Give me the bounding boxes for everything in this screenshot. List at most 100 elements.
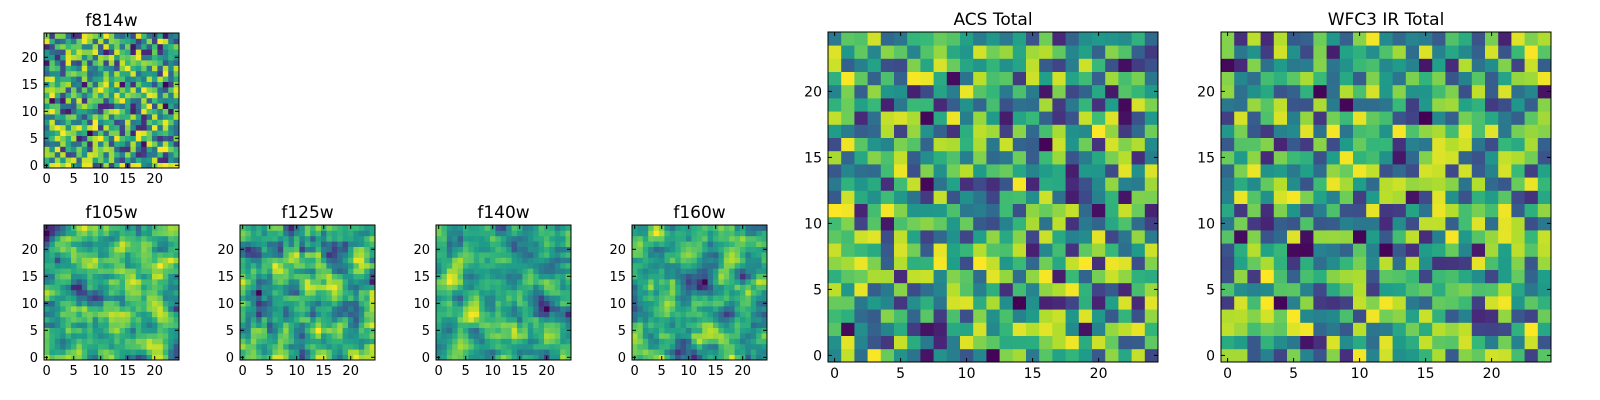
heatmap-cell <box>723 322 730 328</box>
heatmap-cell <box>1105 309 1119 323</box>
heatmap-cell <box>87 33 93 39</box>
heatmap-cell <box>76 87 83 93</box>
heatmap-cell <box>999 230 1014 244</box>
heatmap-cell <box>1131 164 1146 178</box>
heatmap-cell <box>457 311 464 318</box>
heatmap-cell <box>108 33 115 39</box>
heatmap-cell <box>1339 256 1354 270</box>
heatmap-cell <box>1432 203 1446 218</box>
heatmap-cell <box>740 252 746 258</box>
heatmap-cell <box>1392 296 1407 310</box>
heatmap-cell <box>103 306 110 312</box>
heatmap-cell <box>1026 124 1040 138</box>
heatmap-cell <box>119 284 126 291</box>
heatmap-cell <box>933 256 948 270</box>
heatmap-cell <box>756 316 762 323</box>
heatmap-cell <box>358 300 365 307</box>
heatmap-cell <box>441 306 448 312</box>
heatmap-cell <box>1392 58 1407 72</box>
heatmap-cell <box>554 322 561 328</box>
heatmap-cell <box>1537 111 1552 125</box>
heatmap-cell <box>745 289 752 296</box>
heatmap-cell <box>358 284 365 291</box>
heatmap-cell <box>1524 177 1539 191</box>
heatmap-cell <box>162 338 169 345</box>
heatmap-cell <box>702 316 708 323</box>
heatmap-cell <box>463 295 469 301</box>
heatmap-cell <box>637 333 644 339</box>
heatmap-cell <box>71 130 77 136</box>
heatmap-cell <box>718 246 725 253</box>
heatmap-cell <box>527 273 534 280</box>
heatmap-cell <box>152 311 158 318</box>
heatmap-cell <box>1432 243 1446 257</box>
heatmap-cell <box>675 279 681 285</box>
heatmap-cell <box>473 257 480 264</box>
heatmap-cell <box>1105 32 1119 46</box>
heatmap-cell <box>452 327 458 334</box>
heatmap-cell <box>920 256 934 270</box>
heatmap-cell <box>261 230 268 237</box>
heatmap-cell <box>691 349 698 355</box>
heatmap-cell <box>81 246 88 253</box>
heatmap-cell <box>152 92 158 99</box>
heatmap-cell <box>358 327 365 334</box>
heatmap-cell <box>331 241 338 247</box>
heatmap-cell <box>125 289 131 296</box>
heatmap-cell <box>54 130 61 136</box>
heatmap-cell <box>664 316 671 323</box>
heatmap-cell <box>1144 45 1159 59</box>
heatmap-cell <box>1432 98 1446 112</box>
heatmap-cell <box>310 311 316 318</box>
panel-title: f105w <box>85 203 137 223</box>
heatmap-cell <box>1300 58 1314 72</box>
heatmap-cell <box>675 295 681 301</box>
heatmap-cell <box>173 70 180 77</box>
heatmap-cell <box>1105 124 1119 138</box>
heatmap-cell <box>125 343 131 350</box>
heatmap-cell <box>103 162 110 169</box>
heatmap-cell <box>321 322 327 328</box>
heatmap-cell <box>1118 98 1132 112</box>
heatmap-cell <box>125 141 131 147</box>
heatmap-cell <box>632 230 638 237</box>
heatmap-cell <box>880 216 895 231</box>
heatmap-cell <box>272 300 279 307</box>
heatmap-cell <box>98 268 104 274</box>
heatmap-cell <box>436 311 442 318</box>
heatmap-cell <box>1511 216 1525 231</box>
heatmap-cell <box>1260 269 1275 284</box>
heatmap-cell <box>353 246 360 253</box>
heatmap-cell <box>141 70 147 77</box>
heatmap-cell <box>130 114 137 120</box>
heatmap-cell <box>554 252 561 258</box>
heatmap-cell <box>675 252 681 258</box>
heatmap-cell <box>1026 322 1040 336</box>
heatmap-cell <box>1379 243 1393 257</box>
heatmap-cell <box>92 289 99 296</box>
heatmap-cell <box>1471 137 1486 152</box>
heatmap-cell <box>750 311 757 318</box>
heatmap-cell <box>146 146 153 153</box>
heatmap-cell <box>867 322 882 336</box>
heatmap-cell <box>245 284 252 291</box>
heatmap-cell <box>44 235 50 242</box>
heatmap-cell <box>146 338 153 345</box>
heatmap-cell <box>114 273 120 280</box>
heatmap-cell <box>707 322 714 328</box>
heatmap-cell <box>920 58 934 72</box>
heatmap-cell <box>108 97 115 104</box>
heatmap-cell <box>114 119 120 126</box>
heatmap-cell <box>1260 348 1275 363</box>
heatmap-cell <box>522 225 529 231</box>
heatmap-cell <box>854 177 868 191</box>
heatmap-cell <box>1039 177 1053 191</box>
heatmap-cell <box>119 87 126 93</box>
heatmap-cell <box>272 327 279 334</box>
heatmap-cell <box>729 311 735 318</box>
heatmap-cell <box>565 230 572 237</box>
heatmap-cell <box>549 289 556 296</box>
heatmap-cell <box>1326 309 1341 323</box>
heatmap-cell <box>648 333 654 339</box>
heatmap-cell <box>54 43 61 50</box>
